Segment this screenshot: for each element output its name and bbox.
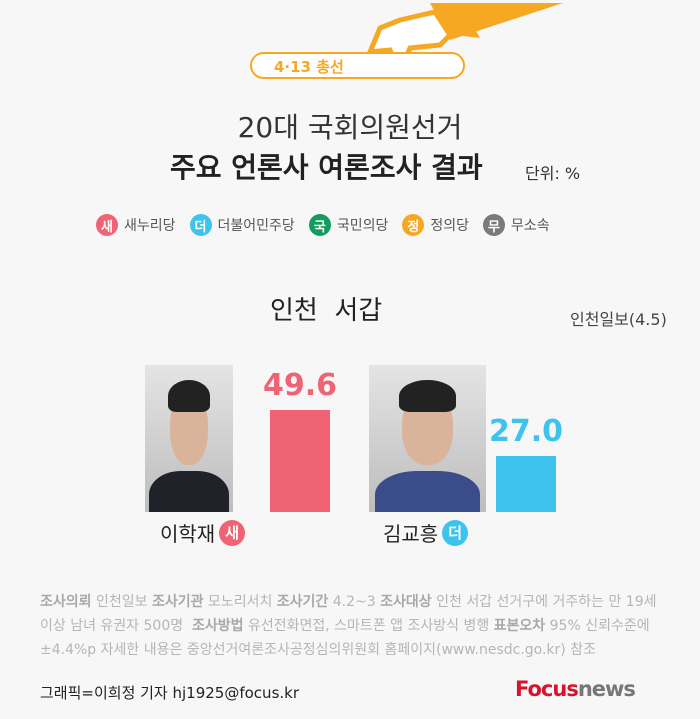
legend-item: 더 더불어민주당 <box>189 214 295 236</box>
election-tag-label: 4·13 총선 <box>274 58 344 76</box>
party-badge-icon: 더 <box>189 214 212 236</box>
value-label-1: 49.6 <box>262 368 338 403</box>
election-tag: 4·13 총선 <box>250 52 465 79</box>
party-badge-icon: 더 <box>442 519 469 546</box>
note-text: 이상 남녀 유권자 500명 <box>40 618 193 634</box>
party-badge-icon: 새 <box>96 214 118 236</box>
legend-item: 국 국민의당 <box>308 214 389 236</box>
title-line1: 20대 국회의원선거 <box>237 111 463 144</box>
note-label: 조사방법 <box>192 618 244 634</box>
note-text: 모노리서치 <box>203 594 277 610</box>
bar-candidate-1 <box>270 410 330 512</box>
pointing-hand-icon <box>366 3 563 65</box>
legend-label: 국민의당 <box>336 218 389 234</box>
candidate-name-1: 이학재 새 <box>160 518 246 547</box>
candidate-photo <box>369 365 486 512</box>
value-label-2: 27.0 <box>488 414 564 450</box>
candidate-name: 이학재 <box>160 522 216 546</box>
legend-label: 정의당 <box>430 218 469 234</box>
note-text: 인천 서갑 선거구에 거주하는 만 19세 <box>431 594 657 610</box>
party-badge-icon: 새 <box>219 519 246 546</box>
candidate-name: 김교흥 <box>383 522 439 546</box>
note-line: 이상 남녀 유권자 500명 조사방법 유선전화면접, 스마트폰 앱 조사방식 … <box>40 614 670 638</box>
party-badge-icon: 국 <box>308 214 331 236</box>
unit-label: 단위: % <box>525 164 581 183</box>
note-label: 조사의뢰 <box>40 594 92 610</box>
poll-source: 인천일보(4.5) <box>570 310 667 329</box>
region-title: 인천 서갑 <box>270 296 383 326</box>
survey-note: 조사의뢰 인천일보 조사기관 모노리서치 조사기간 4.2~3 조사대상 인천 … <box>40 590 670 662</box>
logo-part1: Focus <box>515 677 579 701</box>
note-line: 조사의뢰 인천일보 조사기관 모노리서치 조사기간 4.2~3 조사대상 인천 … <box>40 590 670 614</box>
focusnews-logo: Focusnews <box>515 677 636 701</box>
legend-item: 무 무소속 <box>482 214 550 236</box>
note-label: 표본오차 <box>493 618 546 634</box>
note-text: 인천일보 <box>91 594 152 610</box>
legend-item: 새 새누리당 <box>96 214 176 236</box>
legend-label: 더불어민주당 <box>217 218 295 234</box>
legend-item: 정 정의당 <box>402 214 469 236</box>
note-text: ±4.4%p 자세한 내용은 중앙선거여론조사공정심의위원회 홈페이지(www.… <box>40 642 596 658</box>
note-line: ±4.4%p 자세한 내용은 중앙선거여론조사공정심의위원회 홈페이지(www.… <box>40 638 670 662</box>
legend-label: 새누리당 <box>124 218 176 234</box>
bar-candidate-2 <box>496 456 556 512</box>
candidate-photo <box>145 365 233 512</box>
title-line2: 주요 언론사 여론조사 결과 <box>170 151 483 184</box>
party-legend: 새 새누리당 더 더불어민주당 국 국민의당 정 정의당 무 무소속 <box>96 214 550 236</box>
note-text: 유선전화면접, 스마트폰 앱 조사방식 병행 <box>243 618 494 634</box>
candidate-name-2: 김교흥 더 <box>383 518 469 547</box>
note-label: 조사기간 <box>276 594 329 610</box>
party-badge-icon: 무 <box>482 214 505 236</box>
note-text: 95% 신뢰수준에 <box>545 618 650 634</box>
graphic-credit: 그래픽=이희정 기자 hj1925@focus.kr <box>40 684 300 702</box>
logo-part2: news <box>577 677 636 701</box>
note-text: 4.2~3 <box>328 594 381 610</box>
party-badge-icon: 정 <box>402 214 425 236</box>
note-label: 조사기관 <box>151 594 204 610</box>
note-label: 조사대상 <box>380 594 432 610</box>
legend-label: 무소속 <box>510 218 550 234</box>
